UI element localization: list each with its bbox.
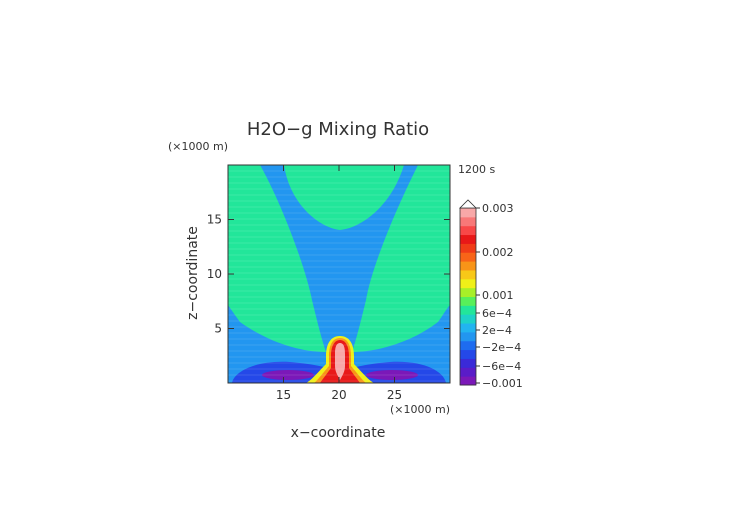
field-right-branch	[352, 165, 450, 352]
x-unit-label: (×1000 m)	[390, 403, 450, 416]
colorbar-swatch	[460, 331, 476, 342]
colorbar-swatch	[460, 305, 476, 315]
colorbar-swatch	[460, 216, 476, 227]
colorbar-swatch	[460, 243, 476, 253]
colorbar-label: 6e−4	[482, 307, 512, 320]
plot-area	[228, 165, 450, 383]
y-axis-label: z−coordinate	[185, 226, 201, 320]
colorbar-swatch	[460, 225, 476, 236]
x-axis: 15 20 25	[276, 165, 402, 402]
colorbar-swatch	[460, 296, 476, 306]
plume-core	[335, 343, 345, 380]
colorbar-swatch	[460, 349, 476, 359]
x-tick-label: 20	[331, 388, 346, 402]
field-left-branch	[228, 165, 326, 352]
y-tick-label: 5	[214, 322, 222, 336]
time-label: 1200 s	[458, 163, 495, 176]
field-right-min	[366, 370, 418, 380]
colorbar-swatch	[460, 340, 476, 351]
x-tick-label: 25	[387, 388, 402, 402]
colorbar-swatch	[460, 261, 476, 271]
colorbar-top-arrow	[459, 199, 477, 209]
y-axis: 5 10 15	[207, 213, 450, 336]
colorbar-swatch	[460, 269, 476, 280]
grid-lines	[228, 170, 450, 382]
y-unit-label: (×1000 m)	[168, 140, 228, 153]
colorbar-swatch	[460, 208, 476, 218]
colorbar: 0.003 0.002 0.001 6e−4 2e−4 −2e−4 −6e−4 −0.001	[459, 199, 523, 390]
colorbar-label: −6e−4	[482, 360, 521, 373]
colorbar-swatch	[460, 358, 476, 368]
colorbar-label: 0.001	[482, 289, 514, 302]
colorbar-label: −0.001	[482, 377, 523, 390]
colorbar-label: −2e−4	[482, 341, 521, 354]
colorbar-label: 0.002	[482, 246, 514, 259]
colorbar-swatch	[460, 252, 476, 262]
colorbar-swatch	[460, 323, 476, 333]
colorbar-swatch	[460, 367, 476, 377]
colorbar-swatch	[460, 376, 476, 386]
colorbar-swatch	[460, 278, 476, 289]
field-upper-dome	[284, 165, 404, 230]
x-axis-label: x−coordinate	[291, 425, 386, 441]
colorbar-label: 0.003	[482, 202, 514, 215]
chart-title: H2O−g Mixing Ratio	[247, 119, 429, 140]
colorbar-swatch	[460, 287, 476, 297]
y-tick-label: 10	[207, 267, 222, 281]
field-left-min	[262, 370, 314, 380]
y-tick-label: 15	[207, 213, 222, 227]
colorbar-swatch	[460, 234, 476, 244]
x-tick-label: 15	[276, 388, 291, 402]
colorbar-swatch	[460, 314, 476, 324]
colorbar-label: 2e−4	[482, 324, 512, 337]
